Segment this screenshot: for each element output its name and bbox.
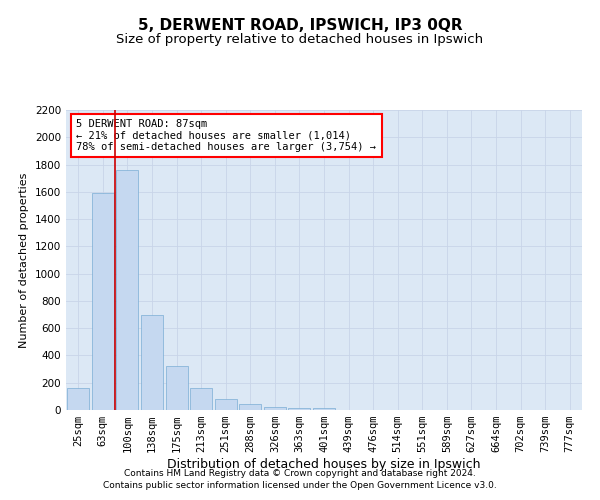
Bar <box>215 399 237 410</box>
Bar <box>116 170 139 410</box>
Text: 5 DERWENT ROAD: 87sqm
← 21% of detached houses are smaller (1,014)
78% of semi-d: 5 DERWENT ROAD: 87sqm ← 21% of detached … <box>76 119 376 152</box>
Bar <box>289 408 310 410</box>
Bar <box>190 388 212 410</box>
Bar <box>67 388 89 410</box>
Bar <box>313 408 335 410</box>
Text: Contains public sector information licensed under the Open Government Licence v3: Contains public sector information licen… <box>103 481 497 490</box>
Bar <box>92 193 114 410</box>
Text: Size of property relative to detached houses in Ipswich: Size of property relative to detached ho… <box>116 32 484 46</box>
Bar <box>141 314 163 410</box>
Bar <box>264 406 286 410</box>
Bar <box>239 404 262 410</box>
Y-axis label: Number of detached properties: Number of detached properties <box>19 172 29 348</box>
Text: 5, DERWENT ROAD, IPSWICH, IP3 0QR: 5, DERWENT ROAD, IPSWICH, IP3 0QR <box>137 18 463 32</box>
X-axis label: Distribution of detached houses by size in Ipswich: Distribution of detached houses by size … <box>167 458 481 471</box>
Bar <box>166 366 188 410</box>
Text: Contains HM Land Registry data © Crown copyright and database right 2024.: Contains HM Land Registry data © Crown c… <box>124 468 476 477</box>
